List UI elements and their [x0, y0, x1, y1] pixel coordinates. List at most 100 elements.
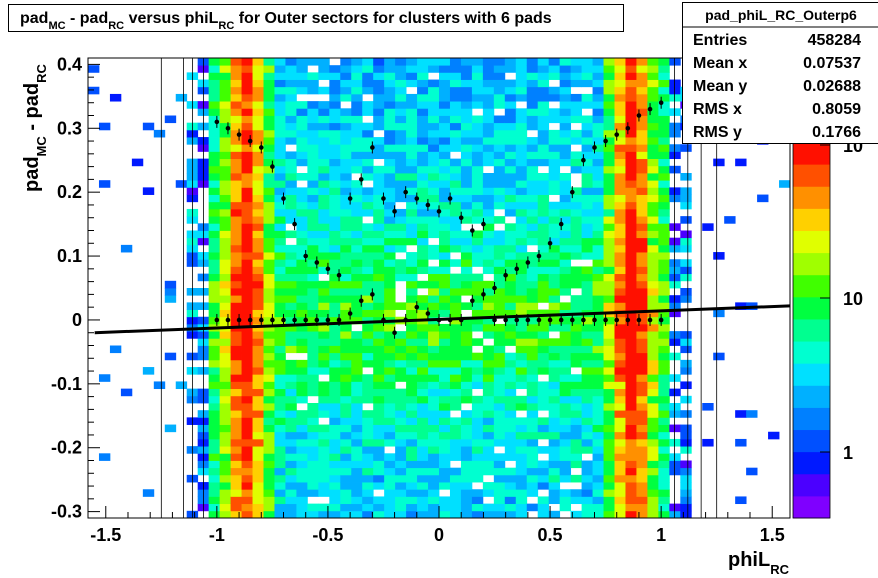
heat-cell: [493, 331, 506, 339]
heat-cell: [395, 259, 407, 267]
heat-cell: [329, 223, 341, 231]
heat-cell: [570, 417, 582, 425]
heat-cell: [548, 381, 561, 390]
heat-cell: [406, 496, 418, 505]
heat-cell: [625, 165, 637, 174]
heat-cell: [559, 108, 572, 116]
heat-cell: [658, 79, 670, 88]
heat-cell: [406, 230, 418, 239]
heat-cell: [296, 230, 308, 239]
fit-line: [94, 304, 791, 335]
heat-cell: [230, 223, 242, 231]
y-label-p1: pad: [21, 156, 43, 192]
heat-cell: [625, 424, 637, 433]
heat-cell: [208, 230, 221, 239]
heat-cell: [537, 230, 550, 239]
heat-cell: [515, 417, 528, 425]
heat-cell: [318, 108, 330, 116]
heat-cell: [439, 252, 451, 260]
heat-cell: [351, 424, 363, 433]
heat-cell: [471, 158, 484, 167]
heat-cell: [428, 410, 440, 418]
heat-cell: [395, 431, 407, 440]
heat-cell: [493, 395, 506, 404]
heat-cell: [395, 338, 407, 346]
heat-cell: [230, 115, 242, 124]
heat-cell: [614, 288, 626, 296]
heat-cell: [208, 460, 221, 469]
heat-cell: [504, 302, 517, 310]
heat-cell: [526, 266, 539, 275]
heat-cell: [373, 417, 385, 425]
heat-cell: [548, 216, 561, 224]
heat-cell: [406, 122, 418, 131]
heat-cell: [340, 86, 352, 95]
color-scale: 110102: [792, 125, 873, 519]
heat-cell: [406, 482, 418, 490]
heat-cell: [647, 446, 659, 454]
heat-cell: [219, 467, 231, 476]
heat-cell: [428, 129, 440, 138]
heat-cell: [603, 388, 615, 397]
heat-cell: [625, 446, 637, 454]
heat-cell: [417, 244, 429, 253]
heat-cell: [406, 187, 418, 195]
heat-cell: [504, 122, 517, 131]
heat-cell: [603, 446, 615, 454]
heat-cell: [515, 273, 528, 282]
heat-cell: [548, 489, 561, 497]
heat-cell: [581, 208, 593, 217]
heat-cell: [219, 115, 231, 124]
heat-cell: [318, 165, 330, 174]
heat-cell: [669, 151, 681, 160]
heat-cell: [362, 431, 374, 440]
heat-cell: [252, 144, 264, 152]
heat-cell: [318, 338, 330, 346]
heat-cell: [241, 187, 253, 195]
heat-cell: [274, 496, 286, 505]
heat-cell: [230, 489, 242, 497]
heat-cell: [548, 302, 561, 310]
heat-cell: [658, 503, 670, 512]
profile-point: [614, 317, 620, 323]
heat-cell: [307, 122, 319, 131]
heat-cell: [559, 338, 572, 346]
heat-cell: [625, 316, 637, 325]
heat-cell: [384, 503, 396, 512]
heat-cell: [296, 158, 308, 167]
heat-cell: [548, 467, 561, 476]
heat-cell: [252, 129, 264, 138]
stats-label: RMS y: [693, 124, 742, 141]
heat-cell: [274, 438, 286, 447]
heat-cell: [351, 453, 363, 461]
heat-cell: [460, 187, 473, 195]
heat-cell: [340, 323, 352, 332]
heat-cell: [504, 266, 517, 275]
heat-cell: [460, 467, 473, 476]
heat-cell: [537, 65, 550, 73]
heat-cell: [296, 187, 308, 195]
heat-cell: [482, 173, 495, 181]
heat-cell: [329, 259, 341, 267]
profile-point: [392, 209, 397, 214]
heat-cell: [471, 295, 484, 303]
heat-cell: [219, 374, 231, 382]
heat-cell: [504, 151, 517, 160]
heat-cell: [537, 115, 550, 124]
heat-cell: [296, 288, 308, 296]
heat-cell: [680, 395, 692, 404]
heat-cell: [493, 230, 506, 239]
heat-cell: [504, 374, 517, 382]
heat-cell: [658, 65, 670, 73]
heat-cell: [340, 115, 352, 124]
heat-cell: [460, 259, 473, 267]
heat-cell: [592, 158, 604, 167]
heat-cell: [230, 474, 242, 483]
heat-cell: [406, 259, 418, 267]
heat-cell: [647, 503, 659, 512]
heat-cell: [439, 158, 451, 167]
heat-cell: [384, 79, 396, 88]
heat-cell: [307, 266, 319, 275]
heat-cell: [340, 237, 352, 246]
heat-cell: [351, 474, 363, 483]
